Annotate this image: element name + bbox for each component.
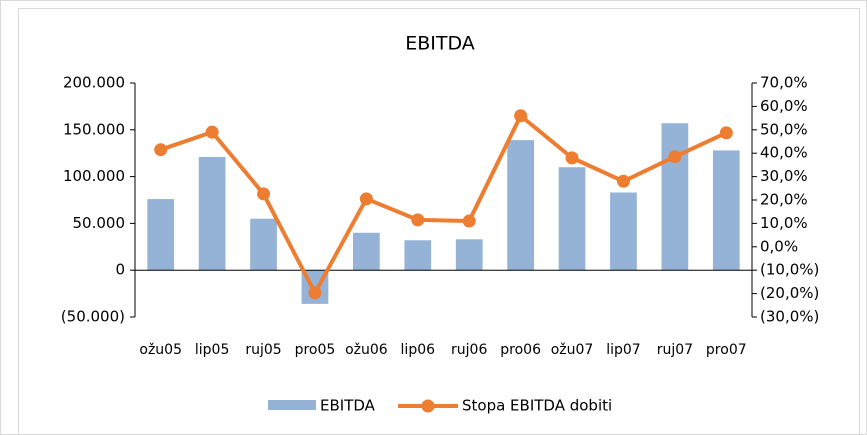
x-tick-label: lip05 [195,342,229,358]
line-marker [565,151,579,165]
y2-tick-label: 70,0% [760,74,808,92]
y-tick-label: 50.000 [73,214,126,232]
bar [147,199,175,271]
legend-swatch [268,400,316,410]
bar [455,239,483,271]
y-tick-label: 0 [115,261,125,279]
x-tick-label: pro05 [295,342,336,358]
line-marker [514,109,528,123]
bar [558,167,586,271]
line-marker [719,126,733,140]
bar [353,232,380,271]
x-tick-label: ožu07 [551,342,594,358]
line-marker [668,150,682,164]
y2-tick-label: 60,0% [760,97,808,115]
x-tick-label: ruj05 [245,342,281,358]
y2-tick-label: (10,0%) [760,261,819,279]
line-marker [257,187,271,201]
line-marker [462,214,476,228]
y2-tick-label: 50,0% [760,120,808,138]
x-tick-label: ožu05 [139,342,182,358]
y2-tick-label: 40,0% [760,144,808,162]
bar [404,240,432,271]
legend-marker [421,399,435,413]
y-tick-label: 200.000 [63,74,125,92]
chart-title: EBITDA [405,33,475,55]
x-tick-label: lip07 [606,342,640,358]
line-marker [308,286,322,300]
line-marker [359,192,373,206]
x-tick-label: ožu06 [345,342,388,358]
y2-tick-label: (30,0%) [760,308,819,326]
line-marker [154,143,168,157]
x-tick-label: pro07 [706,342,747,358]
x-tick-label: lip06 [401,342,436,358]
y2-tick-label: 30,0% [760,167,808,185]
x-tick-label: ruj06 [451,342,487,358]
bar [198,156,226,271]
legend-label: EBITDA [320,397,376,415]
x-tick-label: ruj07 [657,342,693,358]
line-marker [616,174,630,188]
bar [250,218,277,271]
y2-tick-label: (20,0%) [760,284,819,302]
line-marker [205,125,219,139]
x-tick-label: pro06 [500,342,541,358]
bar [661,123,689,271]
y2-tick-label: 0,0% [760,237,798,255]
y-tick-label: 150.000 [63,120,125,138]
bar [610,192,637,271]
legend-label: Stopa EBITDA dobiti [462,397,612,415]
line [160,113,728,295]
bar [712,150,740,271]
y2-tick-label: 20,0% [760,191,808,209]
y2-tick-label: 10,0% [760,214,808,232]
y-tick-label: 100.000 [63,167,125,185]
y-tick-label: (50.000) [61,308,125,326]
bar [507,140,534,271]
line-marker [411,213,425,227]
